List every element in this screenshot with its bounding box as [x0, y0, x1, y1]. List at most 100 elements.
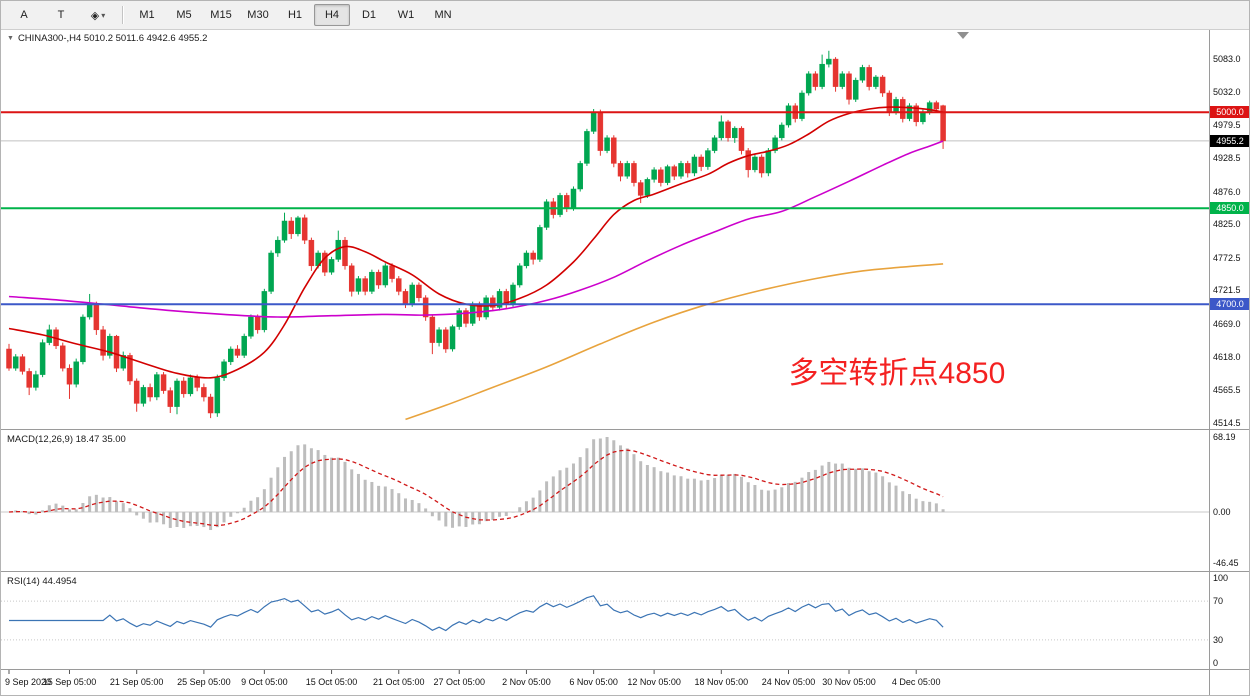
rsi-indicator-label: RSI(14) 44.4954 [7, 576, 77, 587]
candle [100, 325, 106, 361]
candle [678, 160, 684, 179]
candle [584, 128, 590, 166]
candle [812, 71, 819, 91]
candle [382, 263, 389, 288]
candle [362, 276, 368, 296]
candle [174, 378, 180, 415]
candle [631, 160, 637, 187]
candle [187, 374, 194, 397]
candle [254, 314, 261, 334]
ma-fast-red-line[interactable] [8, 106, 944, 379]
candle [281, 212, 288, 243]
candle [664, 164, 671, 186]
timeframe-button-d1[interactable]: D1 [361, 9, 377, 21]
candle [73, 358, 79, 388]
candle [684, 160, 691, 178]
candle [60, 342, 66, 372]
candle [268, 250, 274, 294]
candle [490, 295, 496, 311]
timeframe-button-m5[interactable]: M5 [176, 9, 192, 21]
candle [456, 308, 462, 330]
candle [147, 383, 153, 402]
candle [261, 288, 268, 333]
candle [248, 314, 254, 339]
candle [140, 384, 147, 407]
candle [637, 180, 644, 204]
candle [436, 327, 442, 347]
candle [463, 308, 469, 328]
candle [221, 359, 227, 381]
macd-histogram [14, 436, 945, 531]
candle [449, 324, 456, 352]
candle [167, 387, 174, 413]
candle [375, 269, 382, 289]
candle [718, 115, 725, 141]
arrow-tool-button[interactable]: A [20, 9, 28, 21]
candle [745, 148, 751, 178]
candle [711, 135, 718, 154]
text-tool-button[interactable]: T [57, 9, 65, 21]
candles-layer [6, 50, 946, 419]
autoscroll-marker-icon[interactable] [957, 32, 969, 39]
candle [543, 199, 550, 230]
candle [819, 54, 825, 90]
candle [705, 148, 711, 170]
candle [301, 214, 308, 245]
candle [913, 103, 919, 127]
candle [46, 324, 53, 346]
candle [443, 327, 449, 353]
candle [752, 154, 758, 173]
candle [859, 64, 866, 83]
candle [93, 301, 100, 335]
candle [342, 237, 348, 270]
candle [416, 282, 422, 302]
candle [241, 333, 247, 358]
chevron-down-icon: ▾ [101, 10, 106, 20]
candle [201, 383, 207, 402]
candle [852, 77, 859, 102]
candle [348, 263, 355, 297]
ma-slow-orange-line[interactable] [405, 263, 944, 421]
chart-annotation-text: 多空转折点4850 [788, 357, 1006, 391]
ma-mid-magenta-line[interactable] [8, 140, 944, 318]
candle [409, 282, 415, 307]
symbol-ohlc-text: CHINA300-,H4 5010.2 5011.6 4942.6 4955.2 [17, 33, 208, 44]
candle [275, 236, 281, 257]
timeframe-button-m1[interactable]: M1 [139, 9, 155, 21]
candle [671, 164, 678, 181]
candle [832, 57, 839, 92]
candle [846, 71, 852, 105]
timeframe-button-m15[interactable]: M15 [210, 9, 232, 21]
macd-indicator-label: MACD(12,26,9) 18.47 35.00 [7, 434, 126, 445]
timeframe-button-h4[interactable]: H4 [314, 4, 350, 26]
shapes-tool-button[interactable]: ◈ ▾ [90, 9, 106, 22]
candle [516, 263, 523, 288]
candle [33, 370, 39, 391]
candle [779, 122, 785, 141]
candle [295, 215, 301, 237]
candle [207, 393, 214, 419]
candle [160, 372, 167, 394]
candle [496, 288, 503, 311]
timeframe-button-h1[interactable]: H1 [287, 9, 303, 21]
candle [785, 103, 792, 128]
candle [732, 126, 738, 143]
candle [577, 160, 583, 192]
candle [617, 160, 624, 182]
candle [234, 345, 241, 358]
timeframe-button-w1[interactable]: W1 [397, 9, 415, 21]
candle [725, 119, 731, 142]
toolbar-separator [122, 6, 123, 24]
candle [624, 160, 630, 179]
candle [133, 378, 140, 412]
candle [422, 295, 429, 321]
candle [604, 135, 610, 154]
macd-signal-line [8, 449, 944, 527]
timeframe-button-m30[interactable]: M30 [247, 9, 269, 21]
candle [570, 186, 577, 211]
candle [6, 343, 12, 371]
timeframe-button-mn[interactable]: MN [434, 9, 452, 21]
candle [698, 154, 704, 172]
candle [107, 333, 113, 359]
